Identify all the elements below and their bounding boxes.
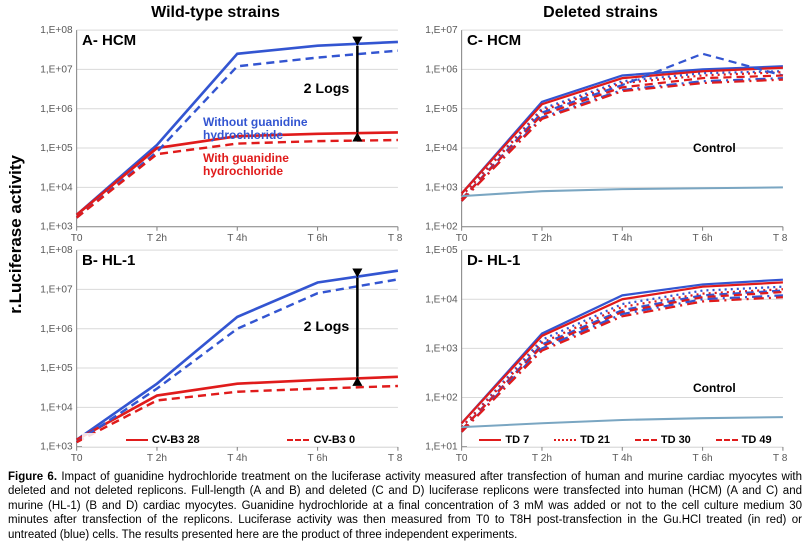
svg-text:T 2h: T 2h (147, 233, 167, 244)
svg-text:1,E+06: 1,E+06 (425, 64, 458, 75)
svg-text:1,E+06: 1,E+06 (40, 324, 73, 335)
svg-text:T 2h: T 2h (147, 453, 167, 464)
panel-a: A- HCM 1,E+03 1,E+04 1,E+05 1,E+06 1,E+07 1,E… (28, 24, 403, 244)
svg-text:1,E+03: 1,E+03 (40, 442, 73, 453)
svg-text:2 Logs: 2 Logs (304, 319, 350, 335)
legend-swatch (554, 439, 576, 441)
svg-text:1,E+03: 1,E+03 (425, 343, 458, 354)
svg-text:T 8h: T 8h (773, 453, 788, 464)
svg-text:1,E+04: 1,E+04 (40, 402, 73, 413)
legend-label: TD 49 (742, 434, 772, 446)
legend-item: TD 7 (479, 434, 529, 446)
svg-text:1,E+06: 1,E+06 (40, 104, 73, 115)
svg-text:1,E+08: 1,E+08 (40, 25, 73, 36)
legend-swatch (635, 439, 657, 441)
annotation: Without guanidinehydrochloride (203, 116, 308, 142)
svg-text:T 4h: T 4h (612, 233, 632, 244)
svg-text:1,E+05: 1,E+05 (40, 363, 73, 374)
svg-text:T 8h: T 8h (388, 233, 403, 244)
svg-text:T 6h: T 6h (693, 453, 713, 464)
svg-text:T 6h: T 6h (693, 233, 713, 244)
svg-text:1,E+05: 1,E+05 (40, 143, 73, 154)
legend-label: TD 21 (580, 434, 610, 446)
panel-c-plot: 1,E+02 1,E+03 1,E+04 1,E+05 1,E+06 1,E+07 T0 T … (413, 24, 788, 247)
legend-item: TD 21 (554, 434, 610, 446)
svg-text:1,E+08: 1,E+08 (40, 245, 73, 256)
svg-text:T 8h: T 8h (773, 233, 788, 244)
svg-text:T 6h: T 6h (308, 233, 328, 244)
legend-swatch (716, 439, 738, 441)
column-title-left: Wild-type strains (28, 4, 403, 24)
svg-text:1,E+01: 1,E+01 (425, 442, 458, 453)
legend-label: TD 30 (661, 434, 691, 446)
svg-text:2 Logs: 2 Logs (304, 81, 350, 97)
caption-body: Impact of guanidine hydrochloride treatm… (8, 471, 802, 541)
svg-text:1,E+07: 1,E+07 (40, 284, 73, 295)
panel-a-title: A- HCM (82, 32, 136, 49)
control-label: Control (693, 142, 736, 155)
panel-d: D- HL-1 1,E+01 1,E+02 1,E+03 1,E+04 1,E+05 T0… (413, 244, 788, 464)
legend-swatch (126, 439, 148, 441)
svg-text:T 4h: T 4h (612, 453, 632, 464)
panel-d-legend: TD 7 TD 21 TD 30 TD 49 (467, 433, 784, 447)
svg-text:T 8h: T 8h (388, 453, 403, 464)
svg-text:T 4h: T 4h (227, 233, 247, 244)
column-title-right: Deleted strains (413, 4, 788, 24)
panel-c: C- HCM 1,E+021,E+031,E+041,E+051,E+061,E… (413, 24, 788, 244)
panel-d-title: D- HL-1 (467, 252, 520, 269)
svg-text:T 2h: T 2h (532, 233, 552, 244)
legend-item: CV-B3 28 (126, 434, 200, 446)
legend-item: CV-B3 0 (287, 434, 355, 446)
annotation: With guanidinehydrochloride (203, 152, 289, 178)
svg-text:1,E+05: 1,E+05 (425, 104, 458, 115)
panel-grid: Wild-type strains Deleted strains A- HCM… (28, 4, 788, 464)
svg-text:1,E+04: 1,E+04 (425, 294, 458, 305)
legend-item: TD 30 (635, 434, 691, 446)
svg-text:T0: T0 (71, 233, 83, 244)
panel-b-legend: CV-B3 28 CV-B3 0 (82, 433, 399, 447)
figure-container: r.Luciferase activity Wild-type strains … (4, 4, 806, 464)
svg-text:1,E+04: 1,E+04 (40, 182, 73, 193)
legend-swatch (479, 439, 501, 441)
svg-text:1,E+07: 1,E+07 (40, 64, 73, 75)
y-axis-label: r.Luciferase activity (4, 155, 28, 314)
control-label: Control (693, 382, 736, 395)
svg-text:T0: T0 (456, 453, 468, 464)
panel-c-title: C- HCM (467, 32, 521, 49)
caption-lead: Figure 6. (8, 471, 57, 483)
panel-b-title: B- HL-1 (82, 252, 135, 269)
svg-text:1,E+02: 1,E+02 (425, 393, 458, 404)
legend-label: CV-B3 0 (313, 434, 355, 446)
figure-caption: Figure 6. Impact of guanidine hydrochlor… (4, 470, 806, 542)
svg-text:1,E+02: 1,E+02 (425, 222, 458, 233)
legend-swatch (287, 439, 309, 441)
legend-item: TD 49 (716, 434, 772, 446)
legend-label: CV-B3 28 (152, 434, 200, 446)
svg-text:1,E+04: 1,E+04 (425, 143, 458, 154)
svg-text:1,E+03: 1,E+03 (40, 222, 73, 233)
svg-text:T0: T0 (71, 453, 83, 464)
svg-text:1,E+07: 1,E+07 (425, 25, 458, 36)
legend-label: TD 7 (505, 434, 529, 446)
svg-text:T0: T0 (456, 233, 468, 244)
svg-text:T 6h: T 6h (308, 453, 328, 464)
svg-text:1,E+03: 1,E+03 (425, 182, 458, 193)
svg-text:T 2h: T 2h (532, 453, 552, 464)
svg-text:1,E+05: 1,E+05 (425, 245, 458, 256)
panel-b: B- HL-1 1,E+03 1,E+04 1,E+05 1,E+06 1,E+07 1,… (28, 244, 403, 464)
svg-text:T 4h: T 4h (227, 453, 247, 464)
